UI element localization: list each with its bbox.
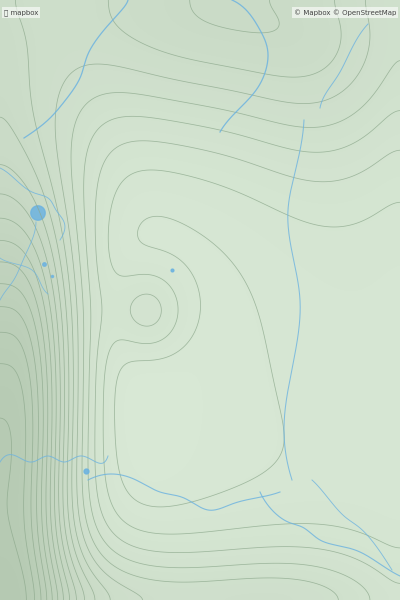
Text: © Mapbox © OpenStreetMap: © Mapbox © OpenStreetMap [294,9,396,16]
Polygon shape [31,206,45,220]
Text: Ⓜ mapbox: Ⓜ mapbox [4,9,38,16]
